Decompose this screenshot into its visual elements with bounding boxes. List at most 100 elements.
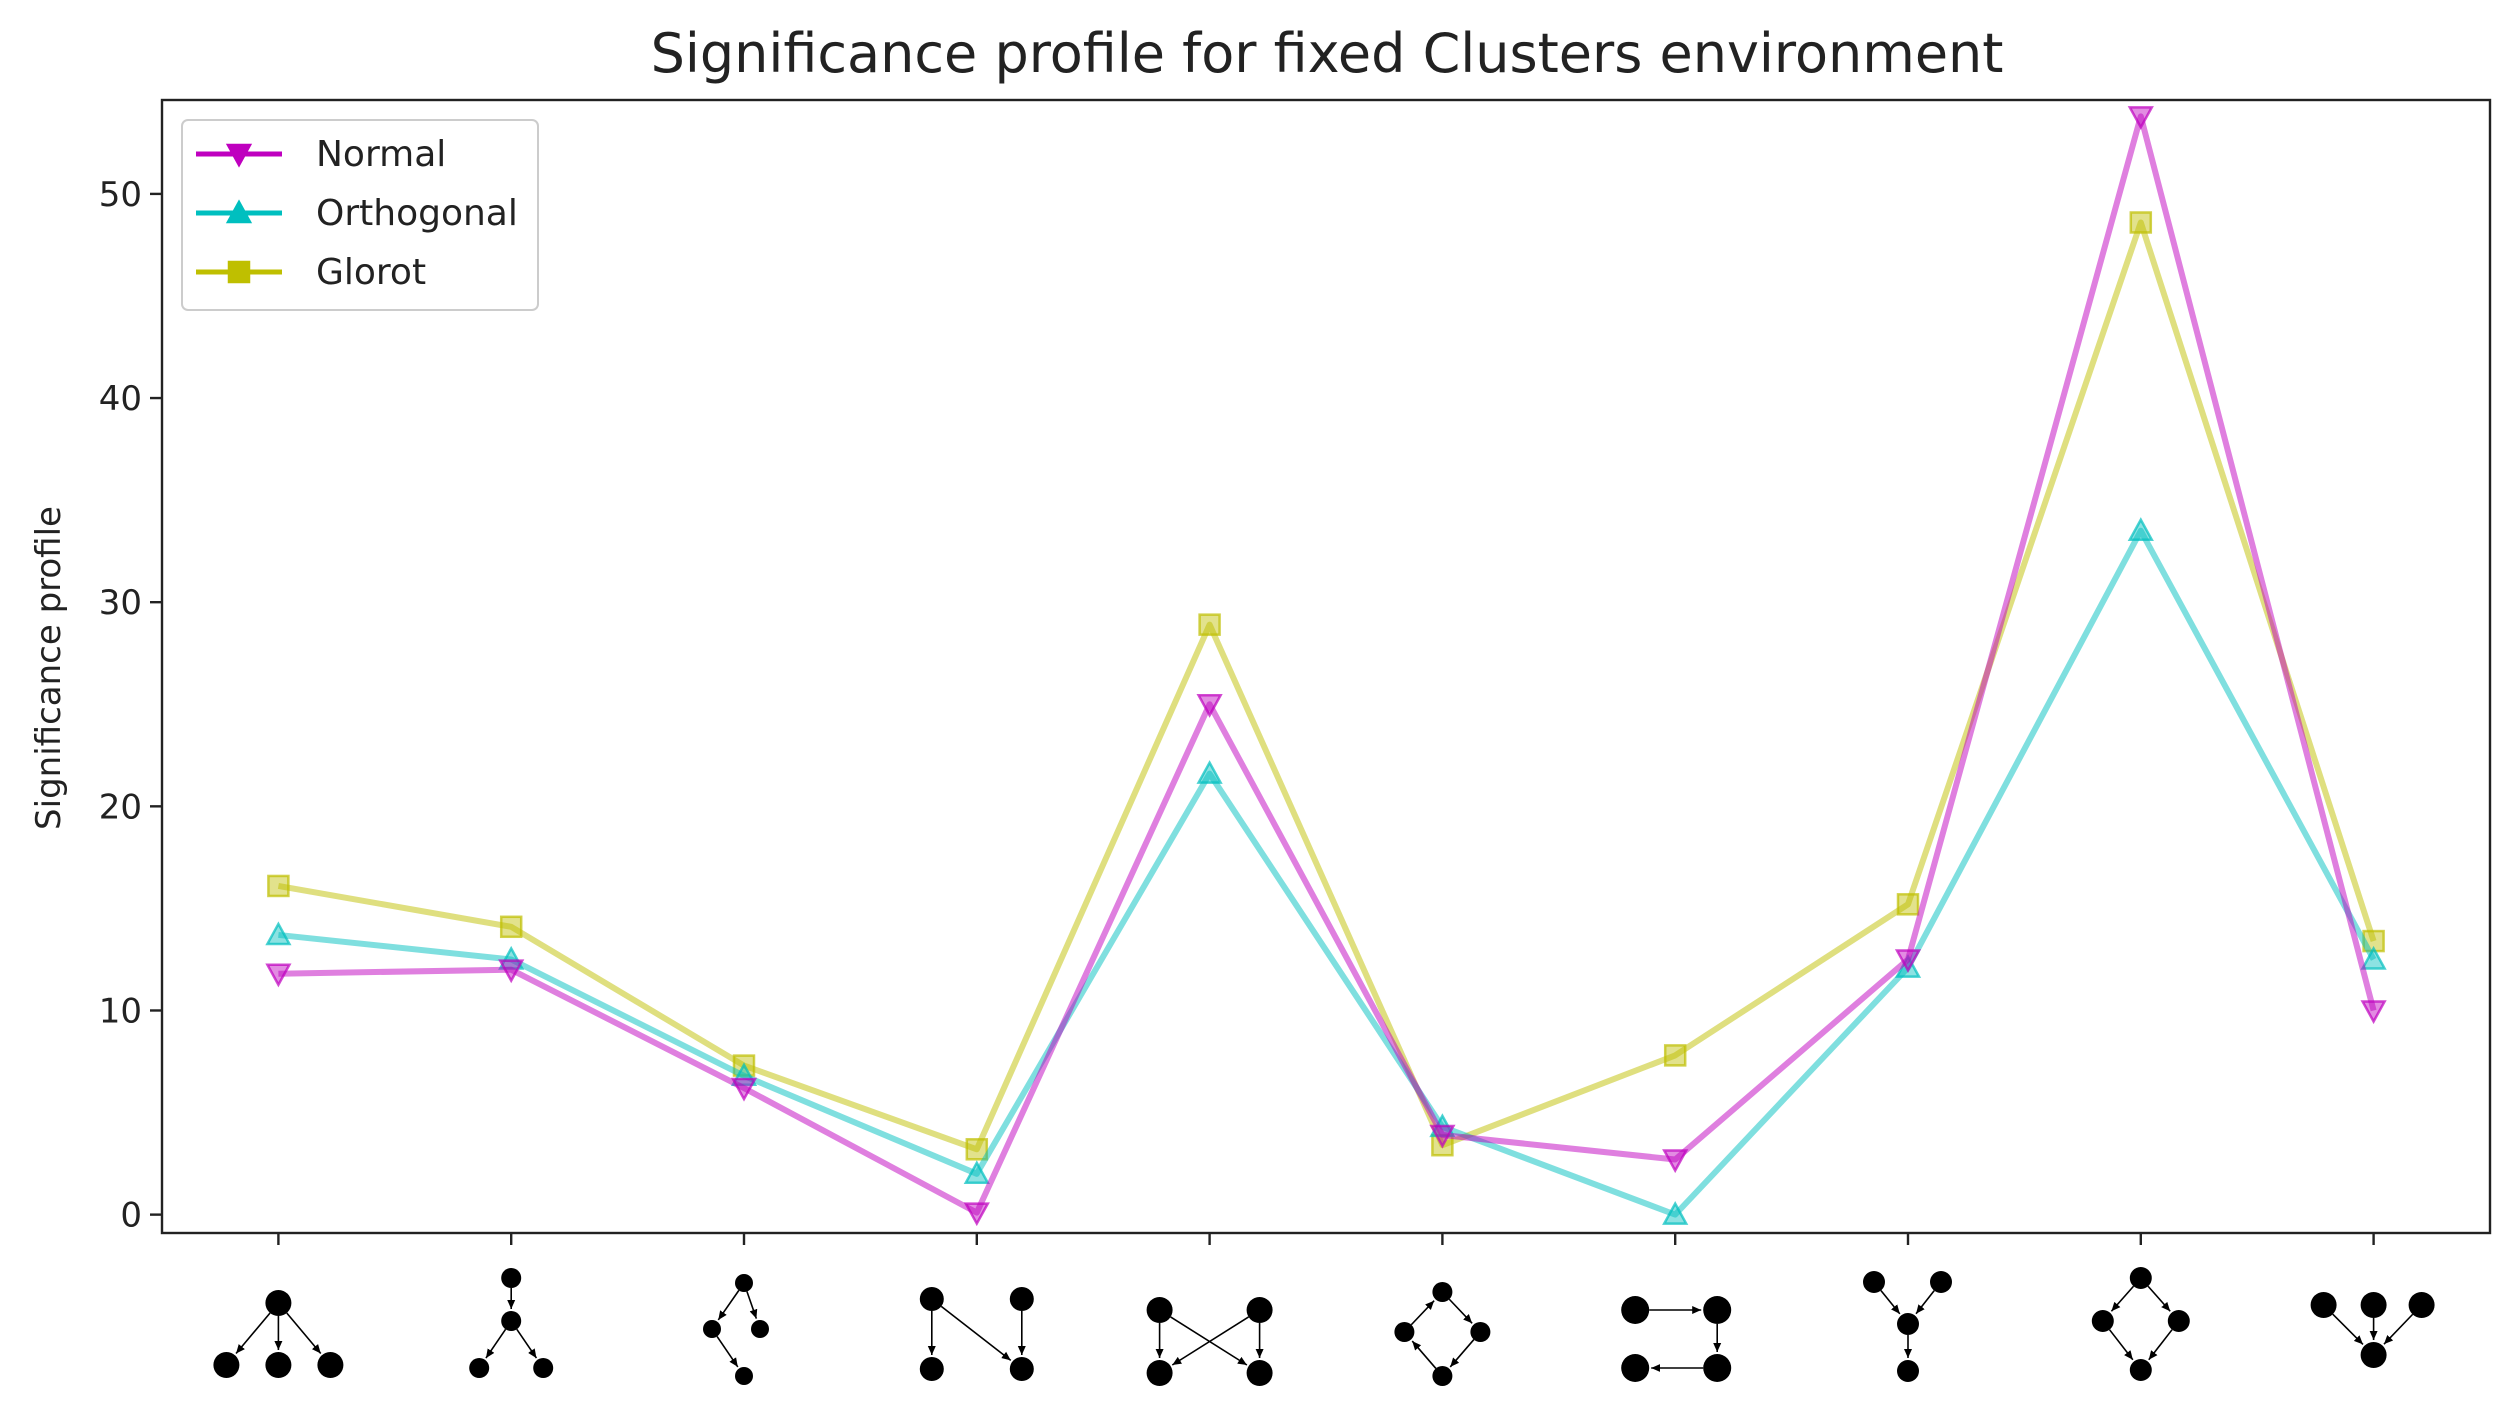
motif-node [2167, 1310, 2190, 1332]
motif-node [2129, 1359, 2152, 1381]
motif-node [1703, 1296, 1732, 1324]
motif-node [2408, 1292, 2435, 1318]
motif-node [1146, 1297, 1173, 1323]
motif-edge [1170, 1316, 1248, 1366]
legend-item-glorot: Glorot [196, 252, 426, 293]
data-point [2360, 1000, 2387, 1025]
motif-edge [2108, 1329, 2134, 1361]
y-tick-label: 0 [120, 1196, 142, 1236]
motif-node [2360, 1292, 2387, 1318]
motif-edge [746, 1291, 758, 1319]
data-point [1662, 1201, 1689, 1225]
motif-node [2360, 1342, 2387, 1368]
data-point [2129, 211, 2153, 234]
motif-edge [485, 1328, 507, 1359]
data-point [2127, 517, 2154, 541]
motif-edge [516, 1328, 538, 1359]
data-point [265, 921, 292, 946]
motif-edge [235, 1312, 271, 1355]
data-point [1196, 760, 1223, 784]
motif-edge [716, 1335, 739, 1368]
motif-node [1470, 1322, 1491, 1342]
motif-edge [2110, 1285, 2135, 1312]
motif-node [265, 1290, 292, 1316]
data-point [1196, 694, 1223, 718]
data-point [1662, 1149, 1689, 1174]
motif-node [1246, 1360, 1273, 1386]
data-point [963, 1160, 990, 1185]
motif-edge [1915, 1290, 1935, 1315]
legend: Normal Orthogonal Glorot [181, 119, 539, 311]
series-line [277, 219, 2377, 1153]
legend-marker [227, 260, 251, 284]
motif-edge [940, 1305, 1012, 1362]
legend-marker [225, 199, 253, 224]
motif-6-icon [1394, 1282, 1491, 1386]
plot-frame [160, 98, 2492, 1235]
motif-node [1009, 1287, 1034, 1311]
motif-edge [1171, 1316, 1250, 1366]
motif-5-icon [1146, 1297, 1273, 1386]
motif-node [919, 1287, 944, 1311]
motif-1-icon [213, 1290, 344, 1378]
motif-node [703, 1320, 721, 1338]
legend-item-normal: Normal [196, 134, 446, 175]
motif-node [1897, 1313, 1919, 1335]
data-point [730, 1077, 758, 1102]
y-tick-label: 20 [99, 787, 142, 827]
series-line [278, 527, 2377, 1218]
y-axis: 0 10 20 30 40 50 [99, 175, 162, 1236]
motif-node [265, 1352, 292, 1378]
motif-edge [1449, 1339, 1475, 1368]
data-point [265, 963, 292, 988]
motif-node [1009, 1357, 1034, 1381]
motif-edge [2147, 1285, 2171, 1312]
y-tick-label: 30 [99, 583, 142, 623]
motif-edge [1448, 1298, 1473, 1324]
data-point [1429, 1124, 1456, 1149]
motif-edge [1880, 1290, 1901, 1315]
motif-node [213, 1352, 240, 1378]
motif-edge [1411, 1340, 1437, 1369]
legend-label: Normal [316, 134, 446, 175]
data-point [267, 874, 290, 898]
motif-8-icon [1863, 1271, 1952, 1382]
motif-node [1432, 1282, 1453, 1302]
motif-edge [2148, 1329, 2173, 1361]
series-line [278, 113, 2377, 1216]
motif-node [1432, 1366, 1453, 1386]
motif-4-icon [919, 1287, 1034, 1381]
motif-node [2091, 1310, 2114, 1332]
motif-edge [2332, 1313, 2364, 1345]
legend-label: Orthogonal [316, 193, 518, 234]
chart-title: Significance profile for fixed Clusters … [651, 22, 2004, 85]
motif-edge [1410, 1300, 1435, 1326]
data-point [1663, 1044, 1687, 1067]
motif-node [1246, 1297, 1273, 1323]
motif-7-icon [1621, 1296, 1732, 1382]
motif-node [1703, 1354, 1732, 1382]
legend-box [181, 119, 539, 311]
motif-node [533, 1358, 554, 1378]
motif-9-icon [2091, 1267, 2190, 1381]
y-tick-label: 10 [99, 991, 142, 1031]
motif-edge [2383, 1313, 2414, 1345]
motif-2-icon [469, 1268, 554, 1378]
series-orthogonal [265, 517, 2387, 1225]
series-layer [265, 106, 2387, 1227]
motif-node [735, 1274, 753, 1292]
motif-3-icon [703, 1274, 769, 1385]
data-point [2127, 106, 2154, 130]
data-point [2360, 945, 2387, 970]
series-glorot [267, 211, 2385, 1161]
data-point [498, 959, 525, 984]
motif-node [469, 1358, 490, 1378]
motif-node [501, 1311, 522, 1331]
motif-node [1394, 1322, 1415, 1342]
motif-node [1930, 1271, 1952, 1293]
data-point [499, 915, 523, 939]
data-point [963, 1202, 990, 1227]
motif-node [501, 1268, 522, 1288]
